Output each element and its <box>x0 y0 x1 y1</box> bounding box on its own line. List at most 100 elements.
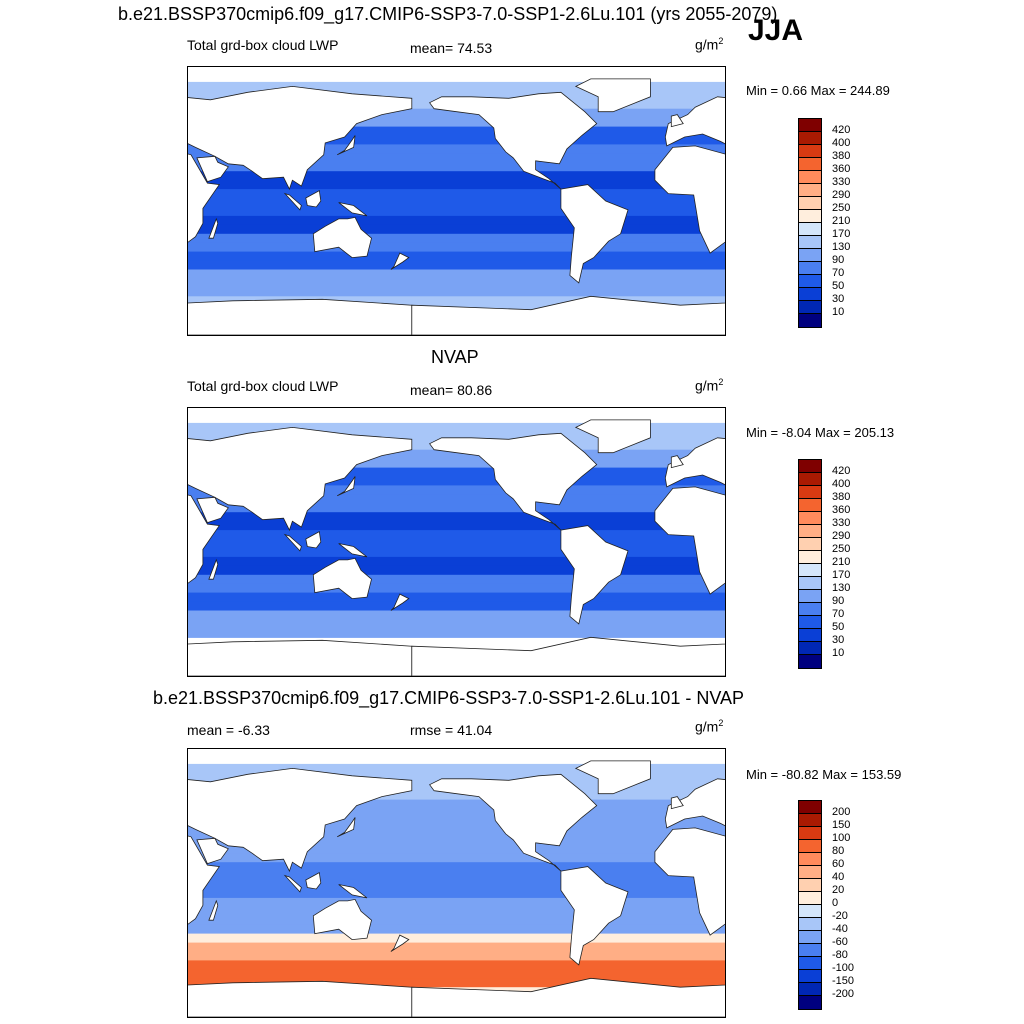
colorbar-tick-label: -150 <box>832 975 855 987</box>
panel3-colorbar <box>798 800 822 1010</box>
colorbar-swatch <box>799 210 821 223</box>
colorbar-swatch <box>799 629 821 642</box>
land-mass <box>196 496 229 524</box>
field-band <box>188 260 725 271</box>
land-mass <box>336 135 356 156</box>
colorbar-tick-label: -40 <box>832 923 848 935</box>
colorbar-tick-label: 210 <box>832 556 851 568</box>
field-band <box>188 458 725 469</box>
field-band <box>188 162 725 172</box>
field-band <box>188 853 725 863</box>
colorbar-tick-label: 170 <box>832 569 851 581</box>
field-band <box>188 799 725 810</box>
colorbar-swatch <box>799 499 821 512</box>
field-band <box>188 763 725 774</box>
field-band <box>188 530 725 540</box>
field-band <box>188 808 725 819</box>
field-band <box>188 189 725 199</box>
colorbar-swatch <box>799 132 821 145</box>
field-band <box>188 476 725 486</box>
map-canvas <box>188 760 725 1017</box>
case-title: b.e21.BSSP370cmip6.f09_g17.CMIP6-SSP3-7.… <box>118 4 778 24</box>
colorbar-swatch <box>799 473 821 486</box>
land-mass <box>312 557 372 600</box>
field-band <box>188 269 725 279</box>
colorbar-tick-label: 130 <box>832 241 851 253</box>
colorbar-swatch <box>799 944 821 957</box>
land-mass <box>188 298 413 335</box>
field-band <box>188 862 725 872</box>
colorbar-tick-label: 250 <box>832 543 851 555</box>
colorbar-swatch <box>799 145 821 158</box>
field-band <box>188 503 725 513</box>
land-mass <box>188 767 413 873</box>
land-mass <box>560 184 629 284</box>
field-band <box>188 906 725 917</box>
land-mass <box>196 155 229 183</box>
colorbar-tick-label: 200 <box>832 806 851 818</box>
colorbar-tick-label: 40 <box>832 871 845 883</box>
field-band <box>188 431 725 442</box>
map-canvas <box>188 78 725 335</box>
colorbar-swatch <box>799 905 821 918</box>
field-band <box>188 422 725 433</box>
panel1-mean-label: mean= 74.53 <box>410 40 493 56</box>
land-mass <box>654 827 725 936</box>
land-mass <box>664 778 725 829</box>
colorbar-tick-label: 360 <box>832 504 851 516</box>
colorbar-tick-label: 400 <box>832 478 851 490</box>
colorbar-tick-label: 420 <box>832 465 851 477</box>
field-band <box>188 251 725 262</box>
field-band <box>188 942 725 953</box>
colorbar-tick-label: 80 <box>832 845 845 857</box>
colorbar-swatch <box>799 512 821 525</box>
colorbar-swatch <box>799 801 821 814</box>
colorbar-swatch <box>799 314 821 327</box>
panel2-left-label: Total grd-box cloud LWP <box>187 378 339 394</box>
field-band <box>188 915 725 926</box>
panel2-map <box>187 407 726 677</box>
field-band <box>188 628 725 638</box>
panel3-title: b.e21.BSSP370cmip6.f09_g17.CMIP6-SSP3-7.… <box>153 688 745 708</box>
land-mass <box>664 96 725 147</box>
field-band <box>188 108 725 119</box>
panel2-units: g/m2 <box>695 377 724 394</box>
field-band <box>188 583 725 594</box>
field-band <box>188 978 725 988</box>
land-mass <box>560 866 629 966</box>
colorbar-tick-label: 90 <box>832 254 845 266</box>
colorbar-swatch <box>799 983 821 996</box>
colorbar-swatch <box>799 275 821 288</box>
field-band <box>188 287 725 297</box>
land-mass <box>305 189 322 208</box>
colorbar-swatch <box>799 603 821 616</box>
field-band <box>188 198 725 208</box>
field-band <box>188 835 725 845</box>
field-band <box>188 871 725 881</box>
field-band <box>188 296 725 306</box>
colorbar-swatch <box>799 171 821 184</box>
colorbar-swatch <box>799 996 821 1009</box>
colorbar-tick-label: 330 <box>832 517 851 529</box>
land-mass <box>574 78 651 113</box>
field-band <box>188 485 725 495</box>
land-mass <box>188 980 413 1017</box>
colorbar-swatch <box>799 223 821 236</box>
colorbar-tick-label: 130 <box>832 582 851 594</box>
colorbar-tick-label: -80 <box>832 949 848 961</box>
field-band <box>188 81 725 92</box>
colorbar-swatch <box>799 577 821 590</box>
colorbar-swatch <box>799 236 821 249</box>
field-band <box>188 126 725 137</box>
colorbar-tick-label: 70 <box>832 608 845 620</box>
land-mass <box>654 486 725 595</box>
colorbar-swatch <box>799 262 821 275</box>
colorbar-swatch <box>799 249 821 262</box>
field-band <box>188 171 725 181</box>
field-band <box>188 521 725 531</box>
land-mass <box>336 817 356 838</box>
land-mass <box>670 455 684 469</box>
colorbar-swatch <box>799 564 821 577</box>
colorbar-tick-label: 400 <box>832 137 851 149</box>
colorbar-swatch <box>799 957 821 970</box>
